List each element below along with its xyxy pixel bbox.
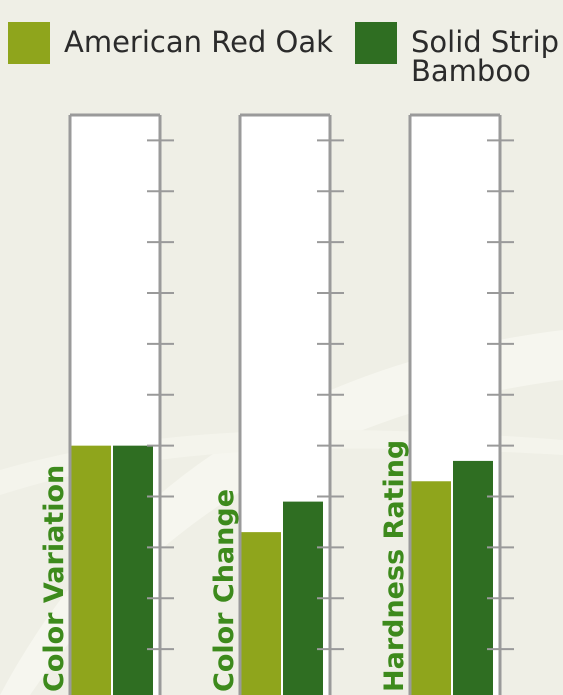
- category-label-2: Color Change: [209, 489, 240, 692]
- legend-label-1-line-1: American Red Oak: [64, 25, 333, 59]
- legend-swatch-2: [355, 22, 397, 64]
- legend-swatch-1: [8, 22, 50, 64]
- bar-3-1: [411, 481, 451, 695]
- category-label-3: Hardness Rating: [379, 440, 410, 692]
- category-label-1: Color Variation: [39, 465, 70, 692]
- bar-2-1: [241, 532, 281, 695]
- bar-3-2: [453, 460, 493, 695]
- bar-1-1: [71, 445, 111, 695]
- bar-1-2: [113, 445, 153, 695]
- legend-label-2-line-1: Solid Strip: [411, 25, 559, 59]
- bar-2-2: [283, 501, 323, 695]
- legend-label-2-line-2: Bamboo: [411, 54, 531, 88]
